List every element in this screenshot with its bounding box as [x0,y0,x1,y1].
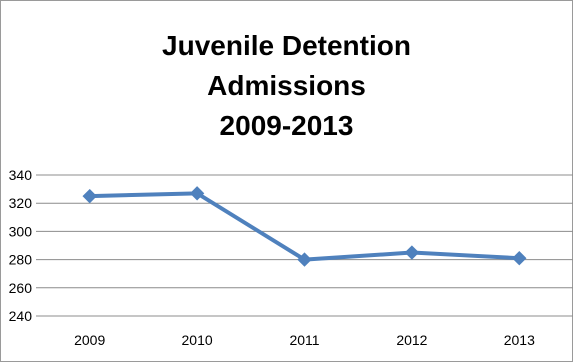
data-point-marker [297,252,312,267]
x-tick-label: 2013 [504,332,535,348]
x-axis-tick-labels: 2009 2010 2011 2012 2013 [74,332,535,348]
y-tick-label: 280 [9,252,33,268]
x-tick-label: 2010 [182,332,213,348]
data-point-marker [512,250,527,266]
chart-title: Juvenile Detention Admissions 2009-2013 [0,26,573,146]
y-tick-label: 240 [9,308,33,324]
gridlines [36,174,573,317]
x-tick-label: 2012 [396,332,427,348]
data-point-marker [404,245,420,260]
chart-title-line-1: Juvenile Detention [162,30,411,61]
y-tick-label: 300 [9,223,33,239]
y-tick-label: 260 [9,280,33,296]
chart-title-line-2: Admissions [207,70,366,101]
y-axis-tick-labels: 240 260 280 300 320 340 [9,167,33,324]
data-point-marker [82,188,97,204]
data-point-marker [189,186,205,201]
x-tick-label: 2011 [289,332,319,348]
y-tick-label: 320 [9,195,33,211]
series-layer [82,186,527,267]
y-tick-label: 340 [9,167,33,183]
chart-title-line-3: 2009-2013 [219,110,354,141]
x-tick-label: 2009 [74,332,105,348]
